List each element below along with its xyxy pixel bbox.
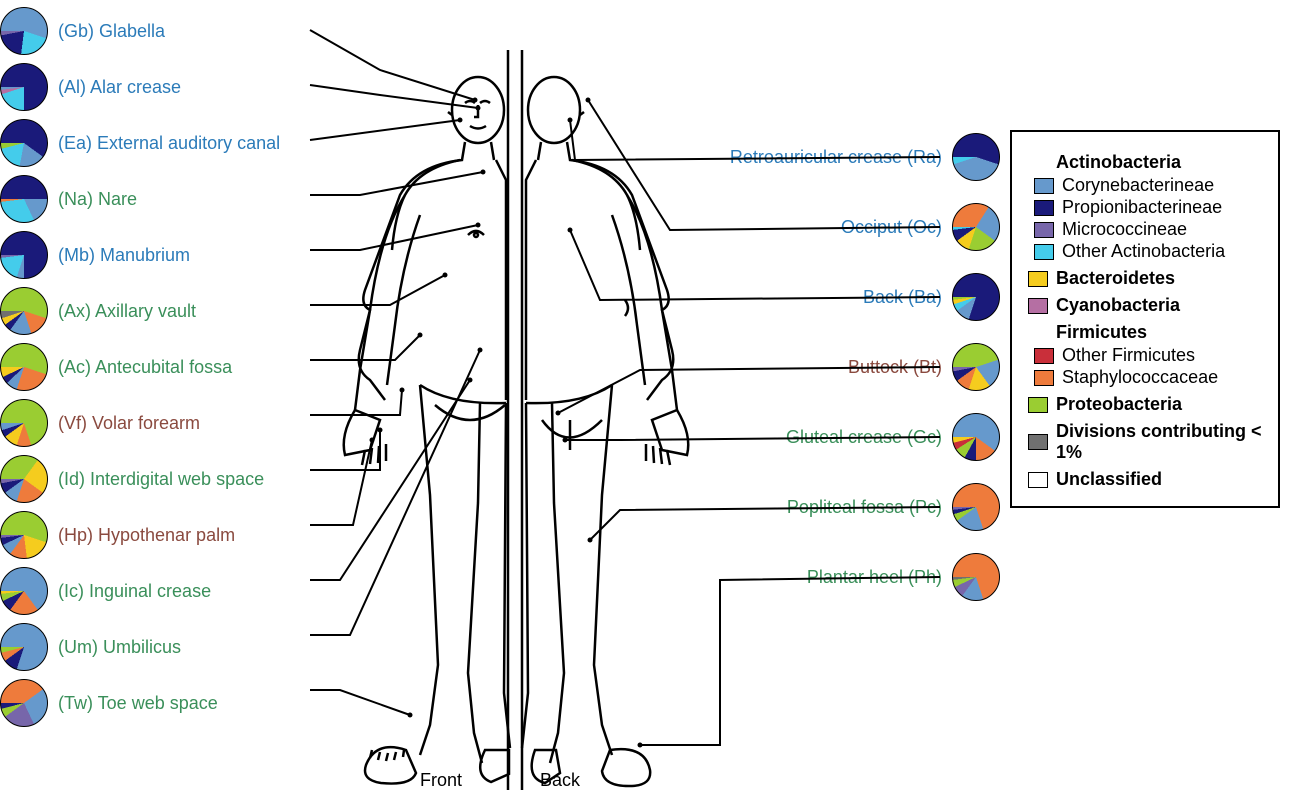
site-label: Occiput (Oc)	[841, 217, 942, 238]
site-label: (Ea) External auditory canal	[58, 133, 280, 154]
legend-item: Staphylococcaceae	[1034, 367, 1262, 388]
legend-label: Other Firmicutes	[1062, 345, 1195, 366]
site-label: Retroauricular crease (Ra)	[730, 147, 942, 168]
legend-swatch	[1028, 298, 1048, 314]
legend-heading: Firmicutes	[1028, 322, 1262, 343]
legend-heading: Divisions contributing < 1%	[1028, 421, 1262, 463]
legend-label: Staphylococcaceae	[1062, 367, 1218, 388]
legend-item: Other Firmicutes	[1034, 345, 1262, 366]
site-row: (Vf) Volar forearm	[0, 397, 320, 449]
legend-item: Other Actinobacteria	[1034, 241, 1262, 262]
pie-chart	[952, 413, 1000, 461]
legend-heading: Actinobacteria	[1028, 152, 1262, 173]
pie-chart	[0, 399, 48, 447]
site-row: (Um) Umbilicus	[0, 621, 320, 673]
legend-swatch	[1034, 200, 1054, 216]
legend-heading: Cyanobacteria	[1028, 295, 1262, 316]
site-row: (Hp) Hypothenar palm	[0, 509, 320, 561]
skin-microbiome-diagram: (Gb) Glabella (Al) Alar crease (Ea) Extern…	[0, 0, 1300, 812]
legend-swatch	[1034, 370, 1054, 386]
legend-label: Corynebacterineae	[1062, 175, 1214, 196]
legend-item: Propionibacterineae	[1034, 197, 1262, 218]
legend-swatch	[1034, 244, 1054, 260]
site-label: Buttock (Bt)	[848, 357, 942, 378]
site-row: (Ic) Inguinal crease	[0, 565, 320, 617]
pie-chart	[0, 623, 48, 671]
site-label: (Ax) Axillary vault	[58, 301, 196, 322]
site-row: (Ea) External auditory canal	[0, 117, 320, 169]
pie-chart	[0, 567, 48, 615]
pie-chart	[0, 287, 48, 335]
legend-label: Propionibacterineae	[1062, 197, 1222, 218]
legend-swatch	[1028, 434, 1048, 450]
pie-chart	[0, 455, 48, 503]
legend-swatch	[1028, 472, 1048, 488]
site-label: (Al) Alar crease	[58, 77, 181, 98]
site-label: (Ac) Antecubital fossa	[58, 357, 232, 378]
pie-chart	[0, 175, 48, 223]
pie-chart	[952, 343, 1000, 391]
site-label: (Vf) Volar forearm	[58, 413, 200, 434]
back-body-outline	[522, 77, 688, 786]
pie-chart	[0, 231, 48, 279]
front-body-outline	[344, 77, 510, 784]
site-label: (Hp) Hypothenar palm	[58, 525, 235, 546]
site-row: (Ac) Antecubital fossa	[0, 341, 320, 393]
legend-swatch	[1034, 222, 1054, 238]
legend-item: Corynebacterineae	[1034, 175, 1262, 196]
legend-heading: Unclassified	[1028, 469, 1262, 490]
legend-swatch	[1028, 397, 1048, 413]
legend-swatch	[1028, 271, 1048, 287]
pie-chart	[952, 483, 1000, 531]
legend-swatch	[1034, 178, 1054, 194]
site-row: (Al) Alar crease	[0, 61, 320, 113]
pie-chart	[952, 273, 1000, 321]
legend-label: Other Actinobacteria	[1062, 241, 1225, 262]
site-label: Gluteal crease (Gc)	[786, 427, 942, 448]
site-row: (Id) Interdigital web space	[0, 453, 320, 505]
site-row: (Mb) Manubrium	[0, 229, 320, 281]
pie-chart	[0, 7, 48, 55]
pie-chart	[952, 133, 1000, 181]
site-label: (Id) Interdigital web space	[58, 469, 264, 490]
pie-chart	[0, 679, 48, 727]
pie-chart	[952, 553, 1000, 601]
legend-heading: Proteobacteria	[1028, 394, 1262, 415]
body-illustration	[310, 50, 710, 790]
legend-heading: Bacteroidetes	[1028, 268, 1262, 289]
legend-item: Micrococcineae	[1034, 219, 1262, 240]
site-row: (Tw) Toe web space	[0, 677, 320, 729]
site-label: Popliteal fossa (Pc)	[787, 497, 942, 518]
legend-swatch	[1034, 348, 1054, 364]
site-label: Back (Ba)	[863, 287, 942, 308]
pie-chart	[0, 63, 48, 111]
pie-chart	[952, 203, 1000, 251]
pie-chart	[0, 343, 48, 391]
site-row: (Na) Nare	[0, 173, 320, 225]
site-label: (Tw) Toe web space	[58, 693, 218, 714]
legend-label: Micrococcineae	[1062, 219, 1187, 240]
pie-chart	[0, 511, 48, 559]
pie-chart	[0, 119, 48, 167]
site-label: (Ic) Inguinal crease	[58, 581, 211, 602]
site-label: (Mb) Manubrium	[58, 245, 190, 266]
legend-box: ActinobacteriaCorynebacterineaePropionib…	[1010, 130, 1280, 508]
site-label: (Gb) Glabella	[58, 21, 165, 42]
body-svg	[310, 50, 710, 790]
back-label: Back	[540, 770, 580, 791]
site-label: (Na) Nare	[58, 189, 137, 210]
left-sites-column: (Gb) Glabella (Al) Alar crease (Ea) Extern…	[0, 5, 320, 733]
site-row: (Ax) Axillary vault	[0, 285, 320, 337]
front-label: Front	[420, 770, 462, 791]
site-row: (Gb) Glabella	[0, 5, 320, 57]
site-label: Plantar heel (Ph)	[807, 567, 942, 588]
site-label: (Um) Umbilicus	[58, 637, 181, 658]
